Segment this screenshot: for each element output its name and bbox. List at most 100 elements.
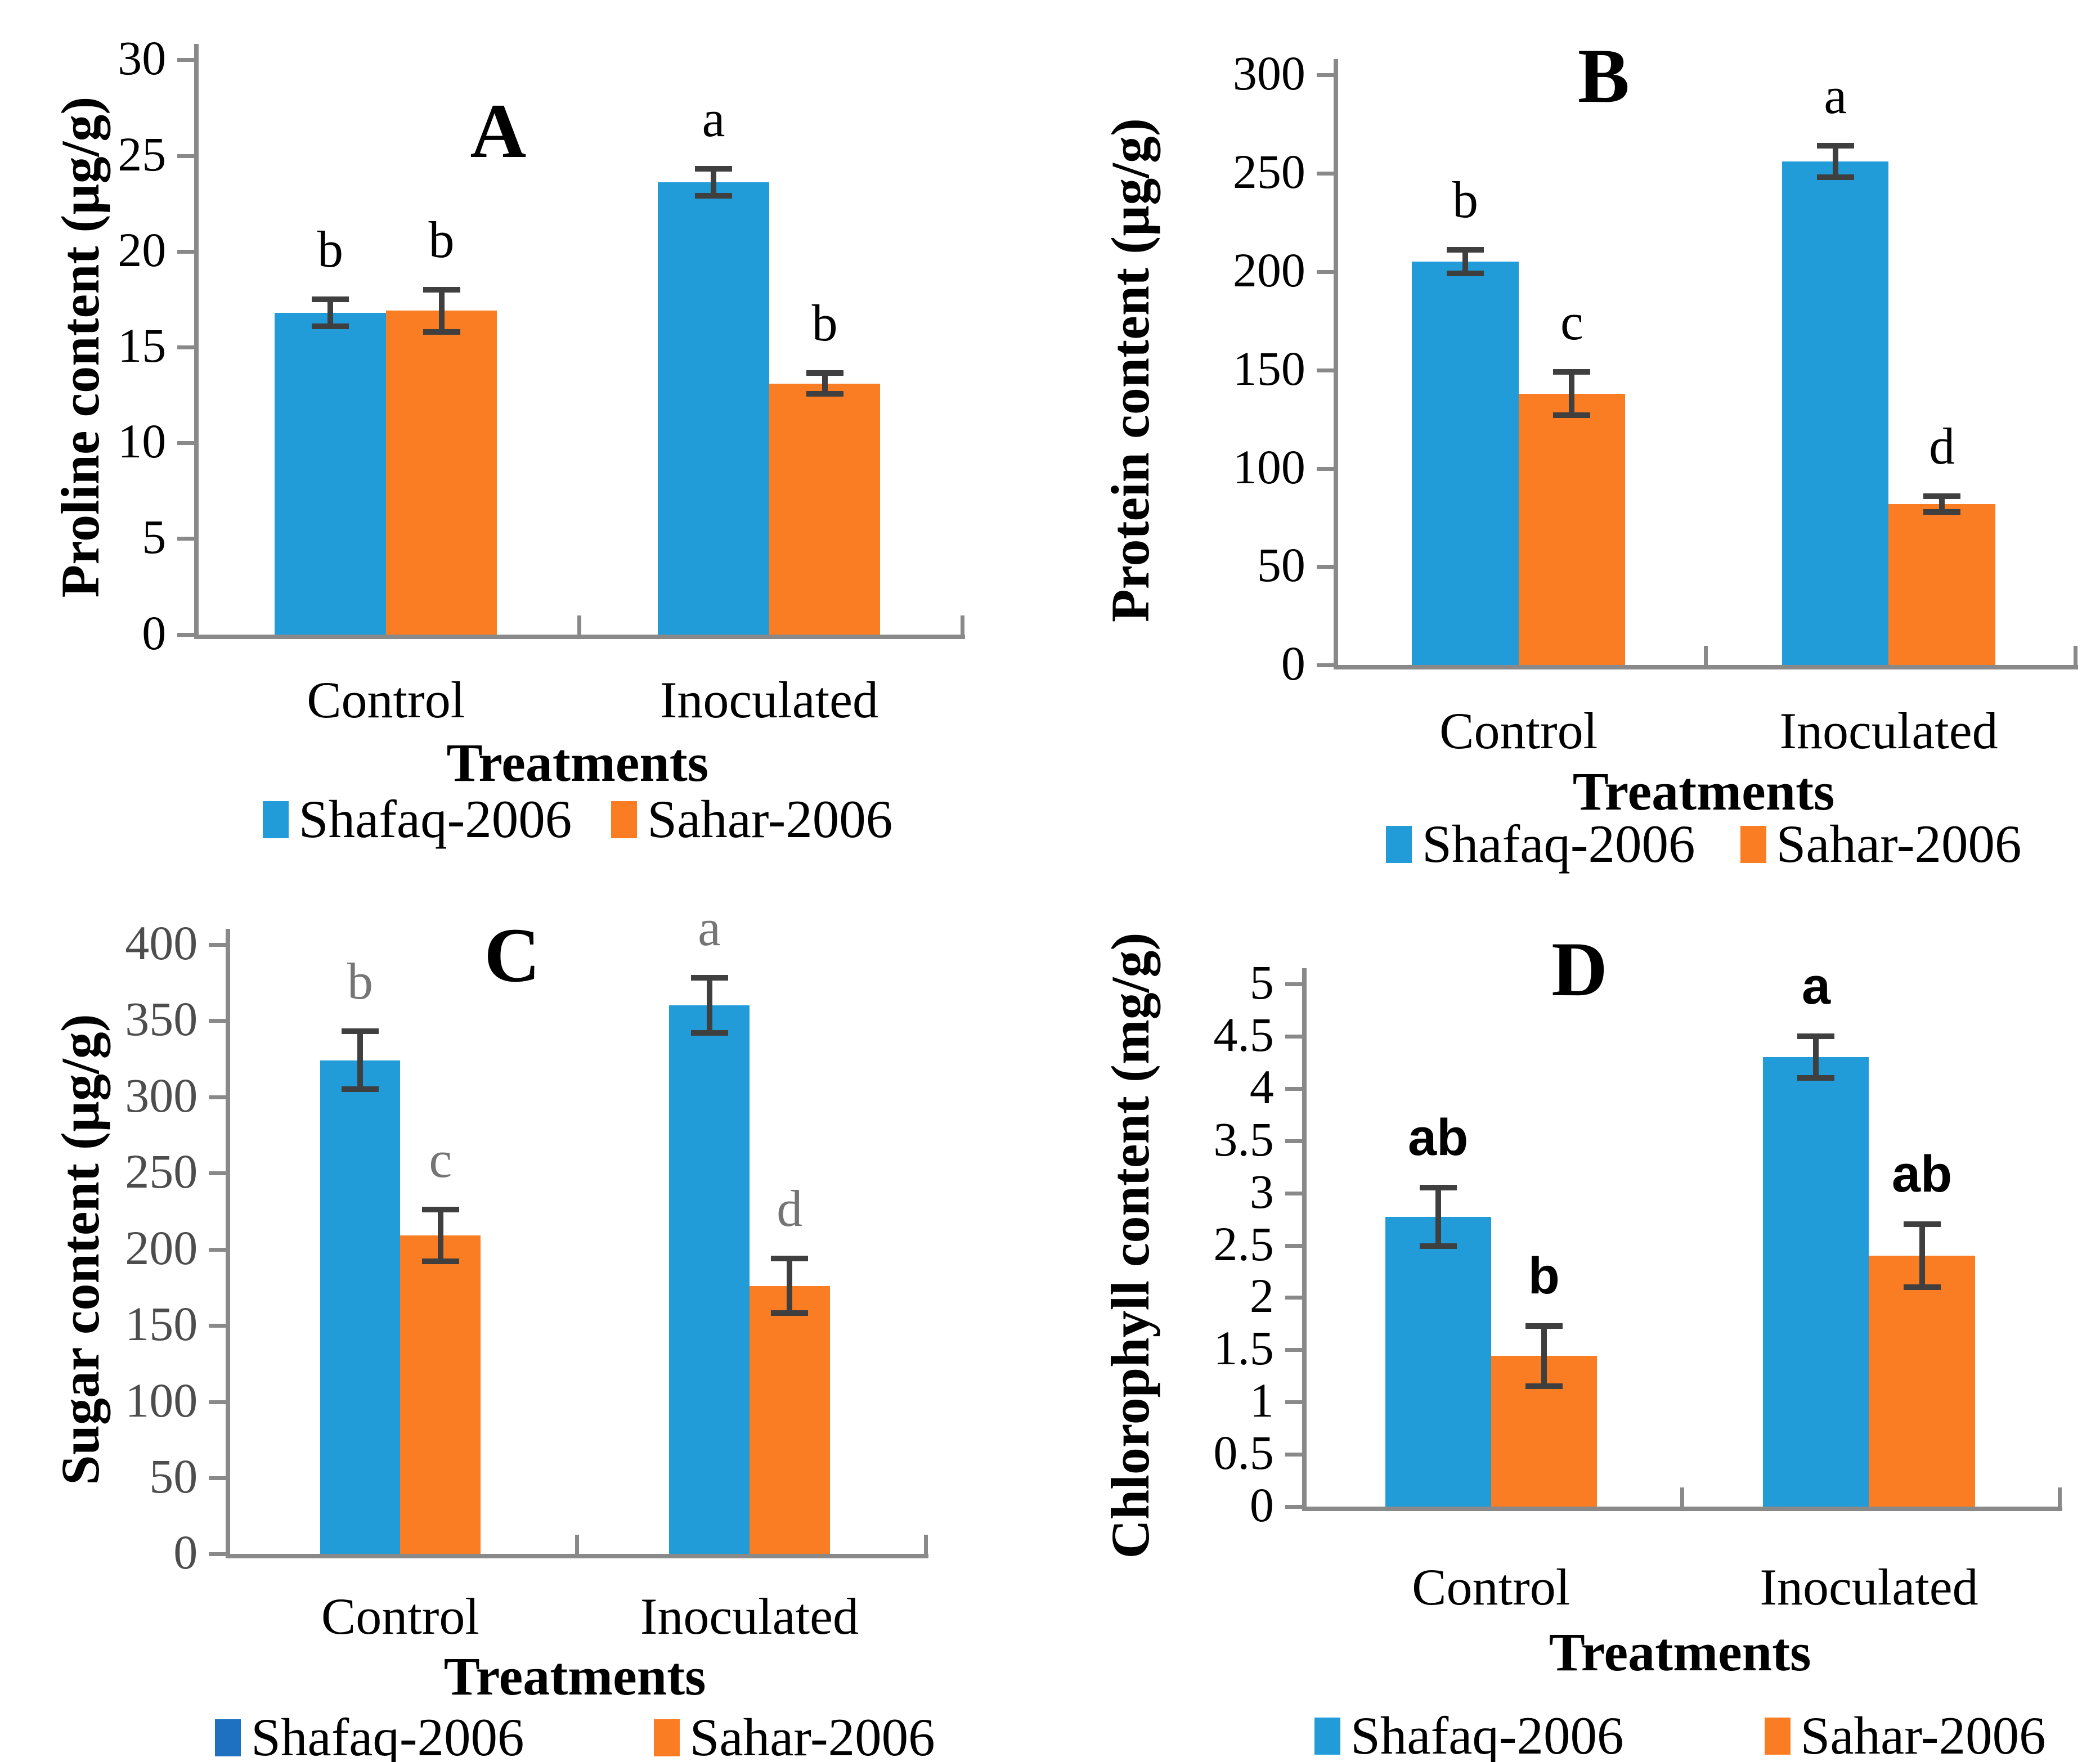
x-category-label-control: Control <box>307 671 465 729</box>
error-bar-cap-bottom <box>342 1086 379 1093</box>
y-tick-mark <box>209 1400 226 1404</box>
error-bar-cap-bottom <box>806 391 843 397</box>
y-tick-label: 0 <box>1249 1477 1274 1532</box>
bar-shafaq-2006-control <box>320 1060 401 1554</box>
y-tick-label: 250 <box>1232 144 1305 199</box>
bar-shafaq-2006-control <box>1412 262 1519 666</box>
significance-letter: a <box>698 899 721 957</box>
y-tick-mark <box>1316 663 1334 668</box>
y-tick-label: 1 <box>1249 1373 1274 1428</box>
error-bar-cap-top <box>806 370 843 376</box>
y-tick-mark <box>1285 1504 1302 1509</box>
x-axis-tick <box>2074 646 2078 666</box>
y-tick-label: 100 <box>125 1373 198 1427</box>
error-bar-cap-bottom <box>1553 412 1591 419</box>
panel-letter-b: B <box>1577 32 1630 119</box>
y-tick-label: 4 <box>1249 1059 1274 1114</box>
y-tick-label: 200 <box>1232 242 1305 297</box>
error-bar-cap-top <box>1446 247 1484 253</box>
panel-letter-d: D <box>1551 925 1608 1012</box>
bar-shafaq-2006-control <box>275 312 386 635</box>
significance-letter: b <box>347 952 374 1010</box>
y-tick-mark <box>1285 1348 1302 1352</box>
x-axis-title: Treatments <box>443 1646 706 1706</box>
panel-letter-a: A <box>470 88 527 174</box>
y-tick-label: 200 <box>125 1220 198 1275</box>
legend-item-shafaq-2006: Shafaq-2006 <box>262 793 572 846</box>
y-tick-label: 250 <box>125 1144 198 1199</box>
panel-letter-c: C <box>484 911 540 998</box>
y-tick-mark <box>209 1095 226 1099</box>
legend-label: Sahar-2006 <box>647 789 893 849</box>
error-bar-cap-top <box>695 166 733 172</box>
error-bar-cap-bottom <box>311 323 349 329</box>
y-tick-mark <box>177 345 195 349</box>
legend-swatch-icon <box>215 1719 241 1756</box>
bar-shafaq-2006-inoculated <box>658 182 769 635</box>
error-bar-cap-bottom <box>421 1258 459 1265</box>
legend-item-sahar-2006: Sahar-2006 <box>1764 1706 2046 1762</box>
error-bar-stem <box>1939 496 1945 512</box>
legend-label: Shafaq-2006 <box>1422 814 1695 874</box>
bar-sahar-2006-inoculated <box>1888 504 1995 666</box>
legend-swatch-icon <box>1764 1717 1791 1755</box>
legend: Shafaq-2006 Sahar-2006 <box>1314 1706 2046 1762</box>
y-tick-label: 50 <box>1257 538 1305 592</box>
y-tick-label: 3 <box>1249 1164 1274 1219</box>
legend-item-sahar-2006: Sahar-2006 <box>611 793 892 846</box>
y-tick-label: 1.5 <box>1213 1321 1274 1376</box>
y-tick-mark <box>1316 73 1334 78</box>
error-bar-stem <box>1435 1188 1441 1247</box>
y-axis-title: Proline content (µg/g) <box>50 96 110 598</box>
error-bar-cap-bottom <box>1525 1383 1563 1390</box>
legend: Shafaq-2006 Sahar-2006 <box>1386 817 2022 871</box>
x-axis-title: Treatments <box>1549 1622 1811 1683</box>
legend-item-shafaq-2006: Shafaq-2006 <box>1314 1709 1624 1762</box>
x-category-label-control: Control <box>321 1587 479 1645</box>
y-tick-mark <box>1285 1452 1302 1457</box>
panel-protein-chart: 0 50 100 150 200 250 300 b c Control a d Inoculated T… <box>1050 0 2100 881</box>
legend-label: Sahar-2006 <box>1800 1706 2046 1762</box>
error-bar-cap-bottom <box>423 329 460 335</box>
y-tick-mark <box>209 942 226 947</box>
x-category-label-inoculated: Inoculated <box>1779 702 1998 759</box>
x-axis-tick <box>194 615 199 635</box>
y-axis-line <box>1333 59 1338 666</box>
error-bar-cap-top <box>1797 1033 1835 1040</box>
y-tick-mark <box>177 441 195 446</box>
y-tick-label: 100 <box>1232 439 1305 494</box>
error-bar-cap-bottom <box>1797 1075 1835 1081</box>
error-bar-cap-bottom <box>690 1030 728 1036</box>
error-bar-stem <box>1813 1036 1819 1078</box>
error-bar-cap-top <box>342 1028 379 1035</box>
error-bar-stem <box>327 299 333 326</box>
y-tick-label: 15 <box>118 318 167 372</box>
x-axis-title: Treatments <box>1572 761 1835 822</box>
panel-chlorophyll-chart: 0 0.5 1 1.5 2 2.5 3 3.5 4 4.5 5 ab b Control a ab Inocul… <box>1050 881 2100 1762</box>
significance-letter: c <box>1560 293 1583 351</box>
y-tick-label: 0 <box>1281 636 1305 691</box>
y-axis-title: Protein content (µg/g) <box>1100 118 1160 622</box>
y-tick-mark <box>177 537 195 541</box>
panel-sugar-chart: 0 50 100 150 200 250 300 350 400 b c Control a d Inocu… <box>0 881 1050 1762</box>
legend-item-shafaq-2006: Shafaq-2006 <box>1386 817 1695 871</box>
y-tick-mark <box>177 154 195 158</box>
y-tick-mark <box>1285 1296 1302 1300</box>
y-tick-label: 30 <box>118 31 167 86</box>
y-tick-mark <box>1316 565 1334 569</box>
x-axis-tick <box>924 1535 928 1554</box>
error-bar-stem <box>437 1210 443 1262</box>
significance-letter: d <box>777 1179 803 1237</box>
y-tick-mark <box>209 1171 226 1176</box>
significance-letter: b <box>1452 171 1478 229</box>
y-tick-label: 0 <box>142 605 167 660</box>
error-bar-cap-bottom <box>1419 1243 1457 1249</box>
y-axis-title: Chlorophyll content (mg/g) <box>1100 932 1160 1558</box>
error-bar-stem <box>822 372 828 394</box>
error-bar-cap-top <box>1923 493 1961 499</box>
bar-sahar-2006-control <box>1518 393 1626 666</box>
y-tick-label: 50 <box>149 1449 198 1503</box>
y-tick-label: 300 <box>1232 46 1305 101</box>
significance-letter: b <box>428 210 455 268</box>
y-tick-label: 0 <box>173 1525 198 1580</box>
